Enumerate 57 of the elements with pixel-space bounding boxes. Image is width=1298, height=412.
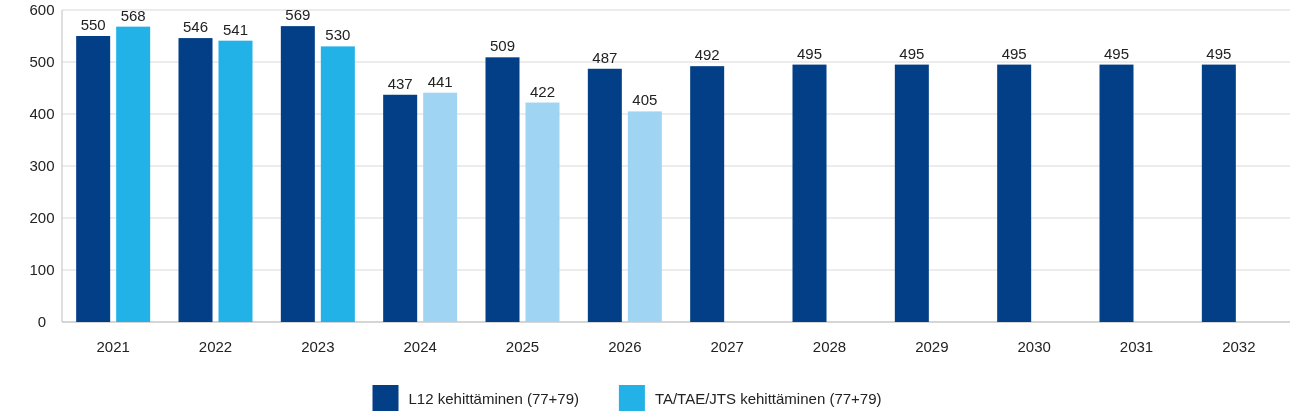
y-tick-label: 100 xyxy=(29,261,55,278)
y-tick-label: 400 xyxy=(29,105,55,122)
data-label: 568 xyxy=(120,6,146,24)
bar xyxy=(383,94,418,322)
bar xyxy=(280,26,315,322)
data-label: 530 xyxy=(325,26,351,44)
bar xyxy=(1099,64,1134,322)
data-label: 405 xyxy=(632,91,658,109)
bar xyxy=(587,68,622,322)
bar xyxy=(627,111,662,322)
x-tick-label: 2023 xyxy=(301,338,335,355)
x-tick-label: 2024 xyxy=(403,338,437,355)
data-label: 495 xyxy=(1103,44,1130,62)
x-tick-label: 2025 xyxy=(505,338,540,355)
bar xyxy=(178,38,213,322)
x-tick-label: 2022 xyxy=(198,338,233,355)
x-tick-label: 2030 xyxy=(1017,338,1051,355)
data-label: 422 xyxy=(529,82,556,100)
y-tick-label: 200 xyxy=(29,209,55,226)
bar xyxy=(423,92,458,322)
x-tick-label: 2021 xyxy=(96,338,130,355)
y-tick-label: 300 xyxy=(29,157,55,174)
bar xyxy=(792,64,827,322)
x-tick-label: 2027 xyxy=(710,338,744,355)
bar xyxy=(76,36,111,322)
data-label: 509 xyxy=(489,37,516,55)
data-label: 541 xyxy=(222,20,249,38)
bar xyxy=(320,46,355,322)
x-tick-label: 2028 xyxy=(812,338,847,355)
bar xyxy=(690,66,725,322)
data-label: 550 xyxy=(80,16,106,33)
data-label: 569 xyxy=(285,6,311,24)
data-label: 495 xyxy=(796,44,823,62)
bar xyxy=(485,57,520,322)
bar xyxy=(525,102,560,322)
x-tick-label: 2029 xyxy=(915,338,949,355)
x-tick-label: 2032 xyxy=(1222,338,1256,355)
x-tick-label: 2026 xyxy=(608,338,642,355)
data-label: 487 xyxy=(592,48,618,66)
data-label: 437 xyxy=(387,74,413,92)
legend-label: L12 kehittäminen (77+79) xyxy=(408,390,580,407)
legend-label: TA/TAE/JTS kehittäminen (77+79) xyxy=(654,390,882,407)
data-label: 492 xyxy=(694,46,720,64)
bar xyxy=(997,64,1032,322)
data-label: 495 xyxy=(1001,44,1027,62)
bar xyxy=(116,26,151,322)
y-tick-label: 0 xyxy=(37,313,47,330)
y-tick-label: 600 xyxy=(29,1,55,18)
data-label: 441 xyxy=(427,72,453,90)
data-label: 546 xyxy=(182,18,209,36)
bar xyxy=(218,40,253,322)
data-label: 495 xyxy=(899,44,925,62)
y-tick-label: 500 xyxy=(29,53,55,70)
bar xyxy=(1201,64,1236,322)
data-label: 495 xyxy=(1206,44,1232,62)
x-tick-label: 2031 xyxy=(1119,338,1154,355)
bar xyxy=(894,64,929,322)
